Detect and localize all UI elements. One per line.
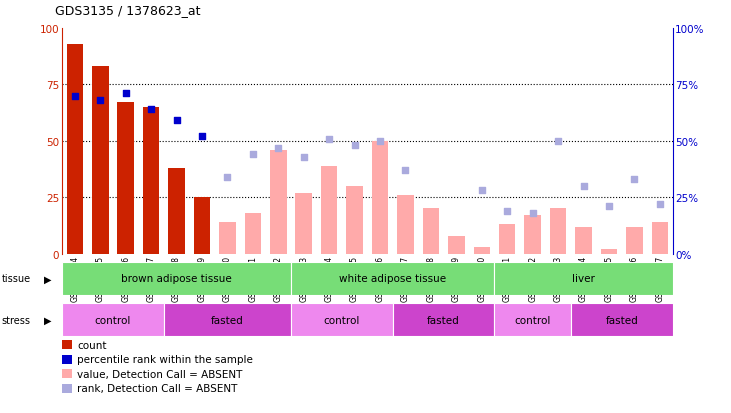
Bar	[423, 209, 439, 254]
Point	[120, 91, 132, 97]
Bar	[219, 223, 235, 254]
Bar	[346, 187, 363, 254]
Bar	[626, 227, 643, 254]
Text: ▶: ▶	[44, 274, 51, 284]
Text: liver: liver	[572, 274, 595, 284]
Text: GDS3135 / 1378623_at: GDS3135 / 1378623_at	[55, 4, 200, 17]
Point	[476, 188, 488, 194]
Bar	[494, 262, 673, 295]
Point	[145, 107, 157, 113]
Text: count: count	[77, 340, 107, 350]
Text: brown adipose tissue: brown adipose tissue	[121, 274, 232, 284]
Bar	[321, 166, 338, 254]
Text: control: control	[324, 315, 360, 325]
Point	[69, 93, 80, 100]
Bar	[62, 304, 164, 337]
Text: fasted: fasted	[427, 315, 460, 325]
Bar	[194, 198, 211, 254]
Point	[527, 210, 539, 217]
Bar	[448, 236, 465, 254]
Bar	[92, 67, 108, 254]
Bar	[571, 304, 673, 337]
Bar	[245, 214, 261, 254]
Point	[552, 138, 564, 145]
Point	[221, 174, 233, 181]
Bar	[651, 223, 668, 254]
Text: fasted: fasted	[211, 315, 244, 325]
Point	[349, 142, 360, 149]
Text: stress: stress	[1, 315, 31, 325]
Text: rank, Detection Call = ABSENT: rank, Detection Call = ABSENT	[77, 383, 238, 393]
Bar	[143, 108, 159, 254]
Point	[629, 176, 640, 183]
Bar	[291, 262, 494, 295]
Bar	[550, 209, 567, 254]
Point	[298, 154, 310, 161]
Point	[196, 134, 208, 140]
Bar	[62, 262, 291, 295]
Point	[501, 208, 513, 214]
Point	[273, 145, 284, 152]
Bar	[393, 304, 494, 337]
Bar	[118, 103, 134, 254]
Bar	[474, 247, 490, 254]
Text: control: control	[515, 315, 551, 325]
Point	[577, 183, 589, 190]
Bar	[601, 249, 617, 254]
Point	[94, 97, 106, 104]
Text: white adipose tissue: white adipose tissue	[339, 274, 447, 284]
Bar	[164, 304, 291, 337]
Point	[374, 138, 386, 145]
Point	[654, 201, 666, 208]
Text: ▶: ▶	[44, 315, 51, 325]
Bar	[494, 304, 571, 337]
Bar	[295, 193, 312, 254]
Bar	[67, 45, 83, 254]
Text: control: control	[95, 315, 131, 325]
Text: fasted: fasted	[605, 315, 638, 325]
Text: value, Detection Call = ABSENT: value, Detection Call = ABSENT	[77, 369, 243, 379]
Bar	[270, 150, 287, 254]
Text: tissue: tissue	[1, 274, 31, 284]
Point	[603, 204, 615, 210]
Point	[247, 152, 259, 158]
Bar	[372, 141, 388, 254]
Bar	[168, 169, 185, 254]
Bar	[499, 225, 515, 254]
Point	[400, 167, 412, 174]
Bar	[397, 195, 414, 254]
Bar	[291, 304, 393, 337]
Text: percentile rank within the sample: percentile rank within the sample	[77, 354, 254, 364]
Point	[323, 136, 335, 142]
Point	[171, 118, 183, 124]
Bar	[524, 216, 541, 254]
Bar	[575, 227, 592, 254]
